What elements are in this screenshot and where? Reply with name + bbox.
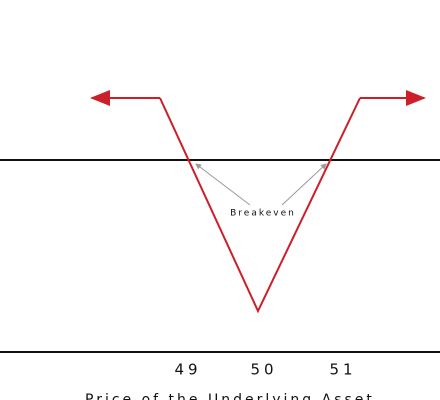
breakeven-label: Breakeven [230, 209, 296, 219]
price-label: 49 [174, 361, 201, 379]
breakeven-pointer [195, 163, 251, 206]
price-label: 51 [329, 361, 356, 379]
payoff-line [159, 97, 361, 314]
axis-title: Price of the Underlying Asset [85, 392, 375, 400]
price-label: 50 [250, 361, 277, 379]
breakeven-pointer [281, 163, 327, 206]
